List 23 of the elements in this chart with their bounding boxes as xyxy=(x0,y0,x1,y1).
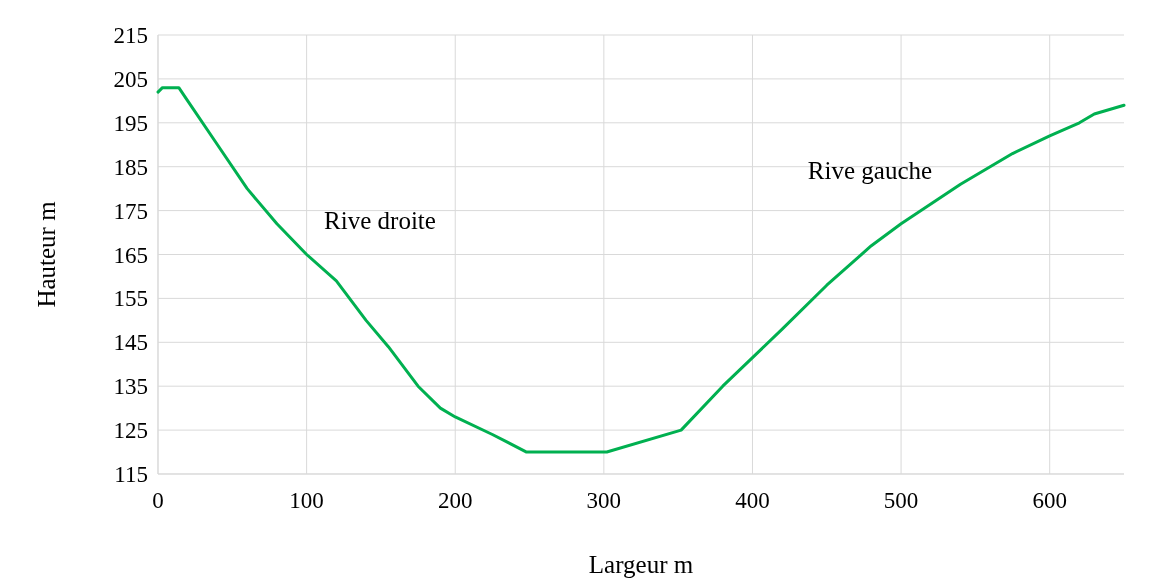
x-tick-label: 400 xyxy=(735,488,770,513)
y-tick-label: 205 xyxy=(113,66,148,92)
y-tick-label: 185 xyxy=(113,154,148,180)
y-tick-label: 195 xyxy=(113,110,148,136)
y-tick-label: 155 xyxy=(113,286,148,312)
y-tick-label: 175 xyxy=(113,198,148,224)
y-tick-label: 135 xyxy=(113,374,148,400)
annotation: Rive gauche xyxy=(807,156,933,184)
x-tick-label: 200 xyxy=(437,488,473,513)
y-tick-label: 115 xyxy=(114,462,148,488)
annotation: Rive droite xyxy=(324,206,436,234)
line-series xyxy=(156,86,1126,454)
x-tick-label: 300 xyxy=(586,488,622,513)
y-tick-label: 165 xyxy=(113,242,148,268)
y-axis-title: Hauteur m xyxy=(33,200,60,308)
y-tick-label: 215 xyxy=(113,23,148,49)
x-tick-label: 500 xyxy=(883,488,919,513)
x-tick-label: 600 xyxy=(1032,488,1067,513)
y-tick-label: 145 xyxy=(113,330,148,356)
y-tick-label: 125 xyxy=(113,418,148,444)
x-axis-title: Largeur m xyxy=(588,551,694,578)
x-tick-label: 100 xyxy=(289,488,324,513)
x-tick-label: 0 xyxy=(152,488,164,513)
